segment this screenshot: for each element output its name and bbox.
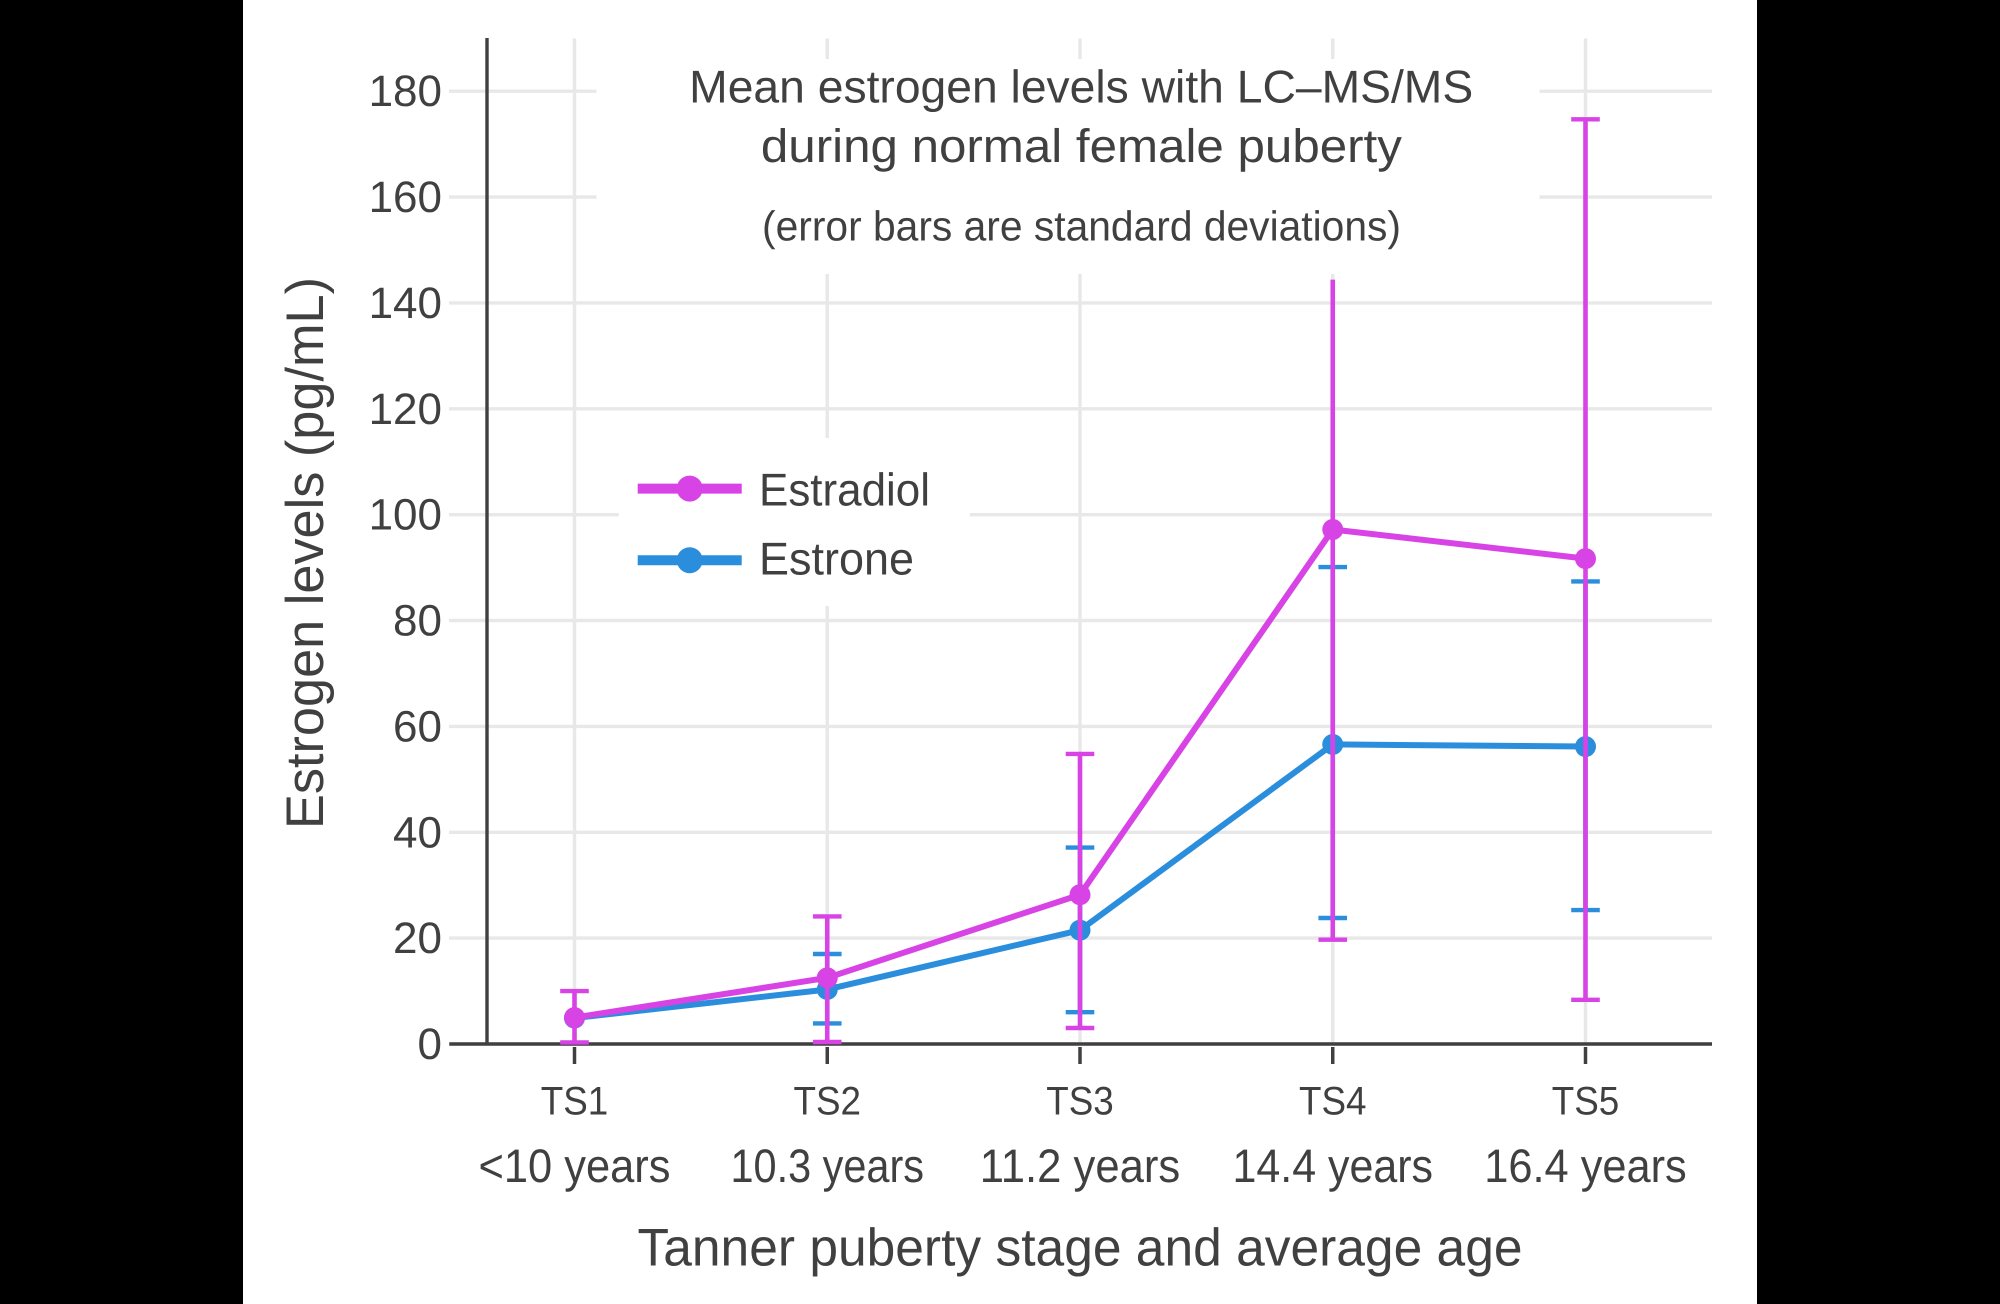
svg-text:Estrogen levels (pg/mL): Estrogen levels (pg/mL) (276, 277, 335, 829)
svg-text:10.3 years: 10.3 years (731, 1139, 925, 1192)
svg-text:during normal female puberty: during normal female puberty (761, 119, 1403, 172)
svg-text:TS3: TS3 (1046, 1080, 1114, 1124)
svg-text:60: 60 (393, 702, 442, 751)
svg-text:Tanner puberty stage and avera: Tanner puberty stage and average age (638, 1219, 1523, 1278)
svg-text:<10 years: <10 years (479, 1139, 671, 1192)
svg-text:100: 100 (369, 491, 442, 540)
svg-text:20: 20 (393, 914, 442, 963)
svg-text:TS2: TS2 (794, 1080, 862, 1124)
svg-text:160: 160 (369, 173, 442, 222)
svg-text:140: 140 (369, 279, 442, 328)
svg-text:80: 80 (393, 597, 442, 646)
svg-text:14.4 years: 14.4 years (1233, 1139, 1434, 1192)
svg-text:40: 40 (393, 808, 442, 857)
svg-text:11.2 years: 11.2 years (980, 1139, 1181, 1192)
svg-text:120: 120 (369, 385, 442, 434)
svg-text:Estradiol: Estradiol (759, 464, 930, 516)
svg-text:16.4 years: 16.4 years (1484, 1139, 1687, 1192)
svg-text:Estrone: Estrone (759, 533, 914, 585)
svg-text:(error bars are standard devia: (error bars are standard deviations) (762, 203, 1401, 250)
svg-text:0: 0 (418, 1020, 442, 1069)
svg-text:180: 180 (369, 67, 442, 116)
svg-text:TS5: TS5 (1552, 1080, 1620, 1124)
svg-text:TS1: TS1 (541, 1080, 609, 1124)
svg-text:Mean estrogen levels with LC–M: Mean estrogen levels with LC–MS/MS (689, 61, 1473, 113)
svg-text:TS4: TS4 (1299, 1080, 1367, 1124)
